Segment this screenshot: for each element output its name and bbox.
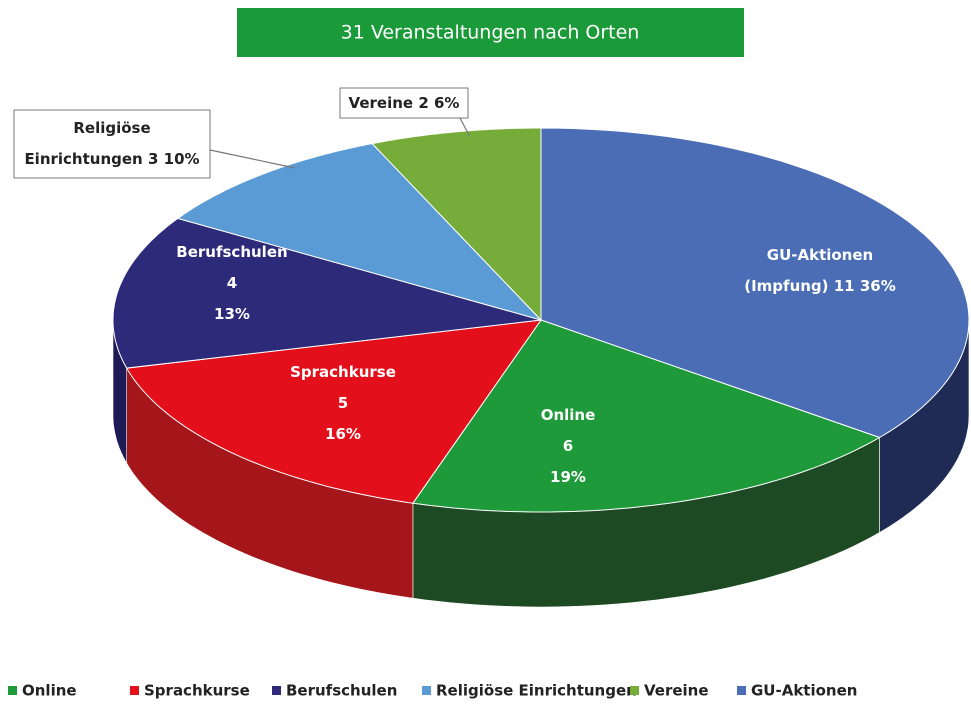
label-part: Sprachkurse — [290, 363, 396, 381]
legend: Online Sprachkurse Berufschulen Religiöse E… — [8, 682, 857, 700]
label-part: GU-Aktionen — [767, 246, 873, 264]
legend-swatch — [737, 686, 746, 695]
data-label: 13% — [214, 305, 250, 323]
pie-sides — [112, 319, 970, 608]
label-part: Berufschulen — [176, 243, 287, 261]
label-part: 6 — [563, 437, 573, 455]
data-label: (Impfung) 11 36% — [744, 277, 896, 295]
label-box — [13, 109, 211, 179]
data-labels: Online 6 19% Sprachkurse 5 16% Berufschulen 4 13… — [13, 87, 896, 486]
label-part: 13% — [214, 305, 250, 323]
label-part: Einrichtungen — [24, 150, 142, 168]
pie-slice — [371, 127, 542, 322]
label-part: 2 — [418, 94, 428, 112]
chart-title: 31 Veranstaltungen nach Orten — [341, 22, 640, 44]
data-label: 5 — [338, 394, 348, 412]
legend-label: Religiöse Einrichtungen — [436, 682, 637, 700]
label-part: 3 — [148, 150, 158, 168]
pie-slice — [112, 217, 542, 369]
legend-swatch — [130, 686, 139, 695]
legend-label: Berufschulen — [286, 682, 397, 700]
legend-swatch — [272, 686, 281, 695]
legend-label: Sprachkurse — [144, 682, 250, 700]
label-part: 10% — [164, 150, 200, 168]
pie-tops — [112, 127, 970, 513]
data-label: 19% — [550, 468, 586, 486]
data-label: Religiöse — [73, 119, 150, 137]
data-label: 4 — [227, 274, 237, 292]
leader-line — [459, 117, 471, 138]
legend-label: Online — [22, 682, 77, 700]
data-label: 6 — [563, 437, 573, 455]
data-label: Online — [541, 406, 596, 424]
label-box — [339, 87, 469, 119]
legend-label: Vereine — [644, 682, 709, 700]
label-part: 36% — [860, 277, 896, 295]
legend-swatch — [630, 686, 639, 695]
pie-slice — [125, 319, 543, 504]
label-part: 6% — [434, 94, 459, 112]
data-label: Sprachkurse — [290, 363, 396, 381]
pie-slice — [176, 143, 543, 321]
leader-line — [209, 149, 296, 169]
label-part: 5 — [338, 394, 348, 412]
pie-slice — [540, 127, 970, 439]
label-part: Online — [541, 406, 596, 424]
label-part: 19% — [550, 468, 586, 486]
label-part: 11 — [834, 277, 855, 295]
label-part: (Impfung) — [744, 277, 828, 295]
legend-label: GU-Aktionen — [751, 682, 857, 700]
data-label: 16% — [325, 425, 361, 443]
data-label: Einrichtungen 3 10% — [24, 150, 199, 168]
legend-swatch — [8, 686, 17, 695]
legend-swatch — [422, 686, 431, 695]
label-part: 4 — [227, 274, 237, 292]
label-part: Vereine — [349, 94, 414, 112]
title-banner — [237, 8, 744, 57]
data-label: GU-Aktionen — [767, 246, 873, 264]
data-label: Vereine 2 6% — [349, 94, 460, 112]
label-part: Religiöse — [73, 119, 150, 137]
data-label: Berufschulen — [176, 243, 287, 261]
pie-slice — [412, 319, 881, 513]
label-part: 16% — [325, 425, 361, 443]
